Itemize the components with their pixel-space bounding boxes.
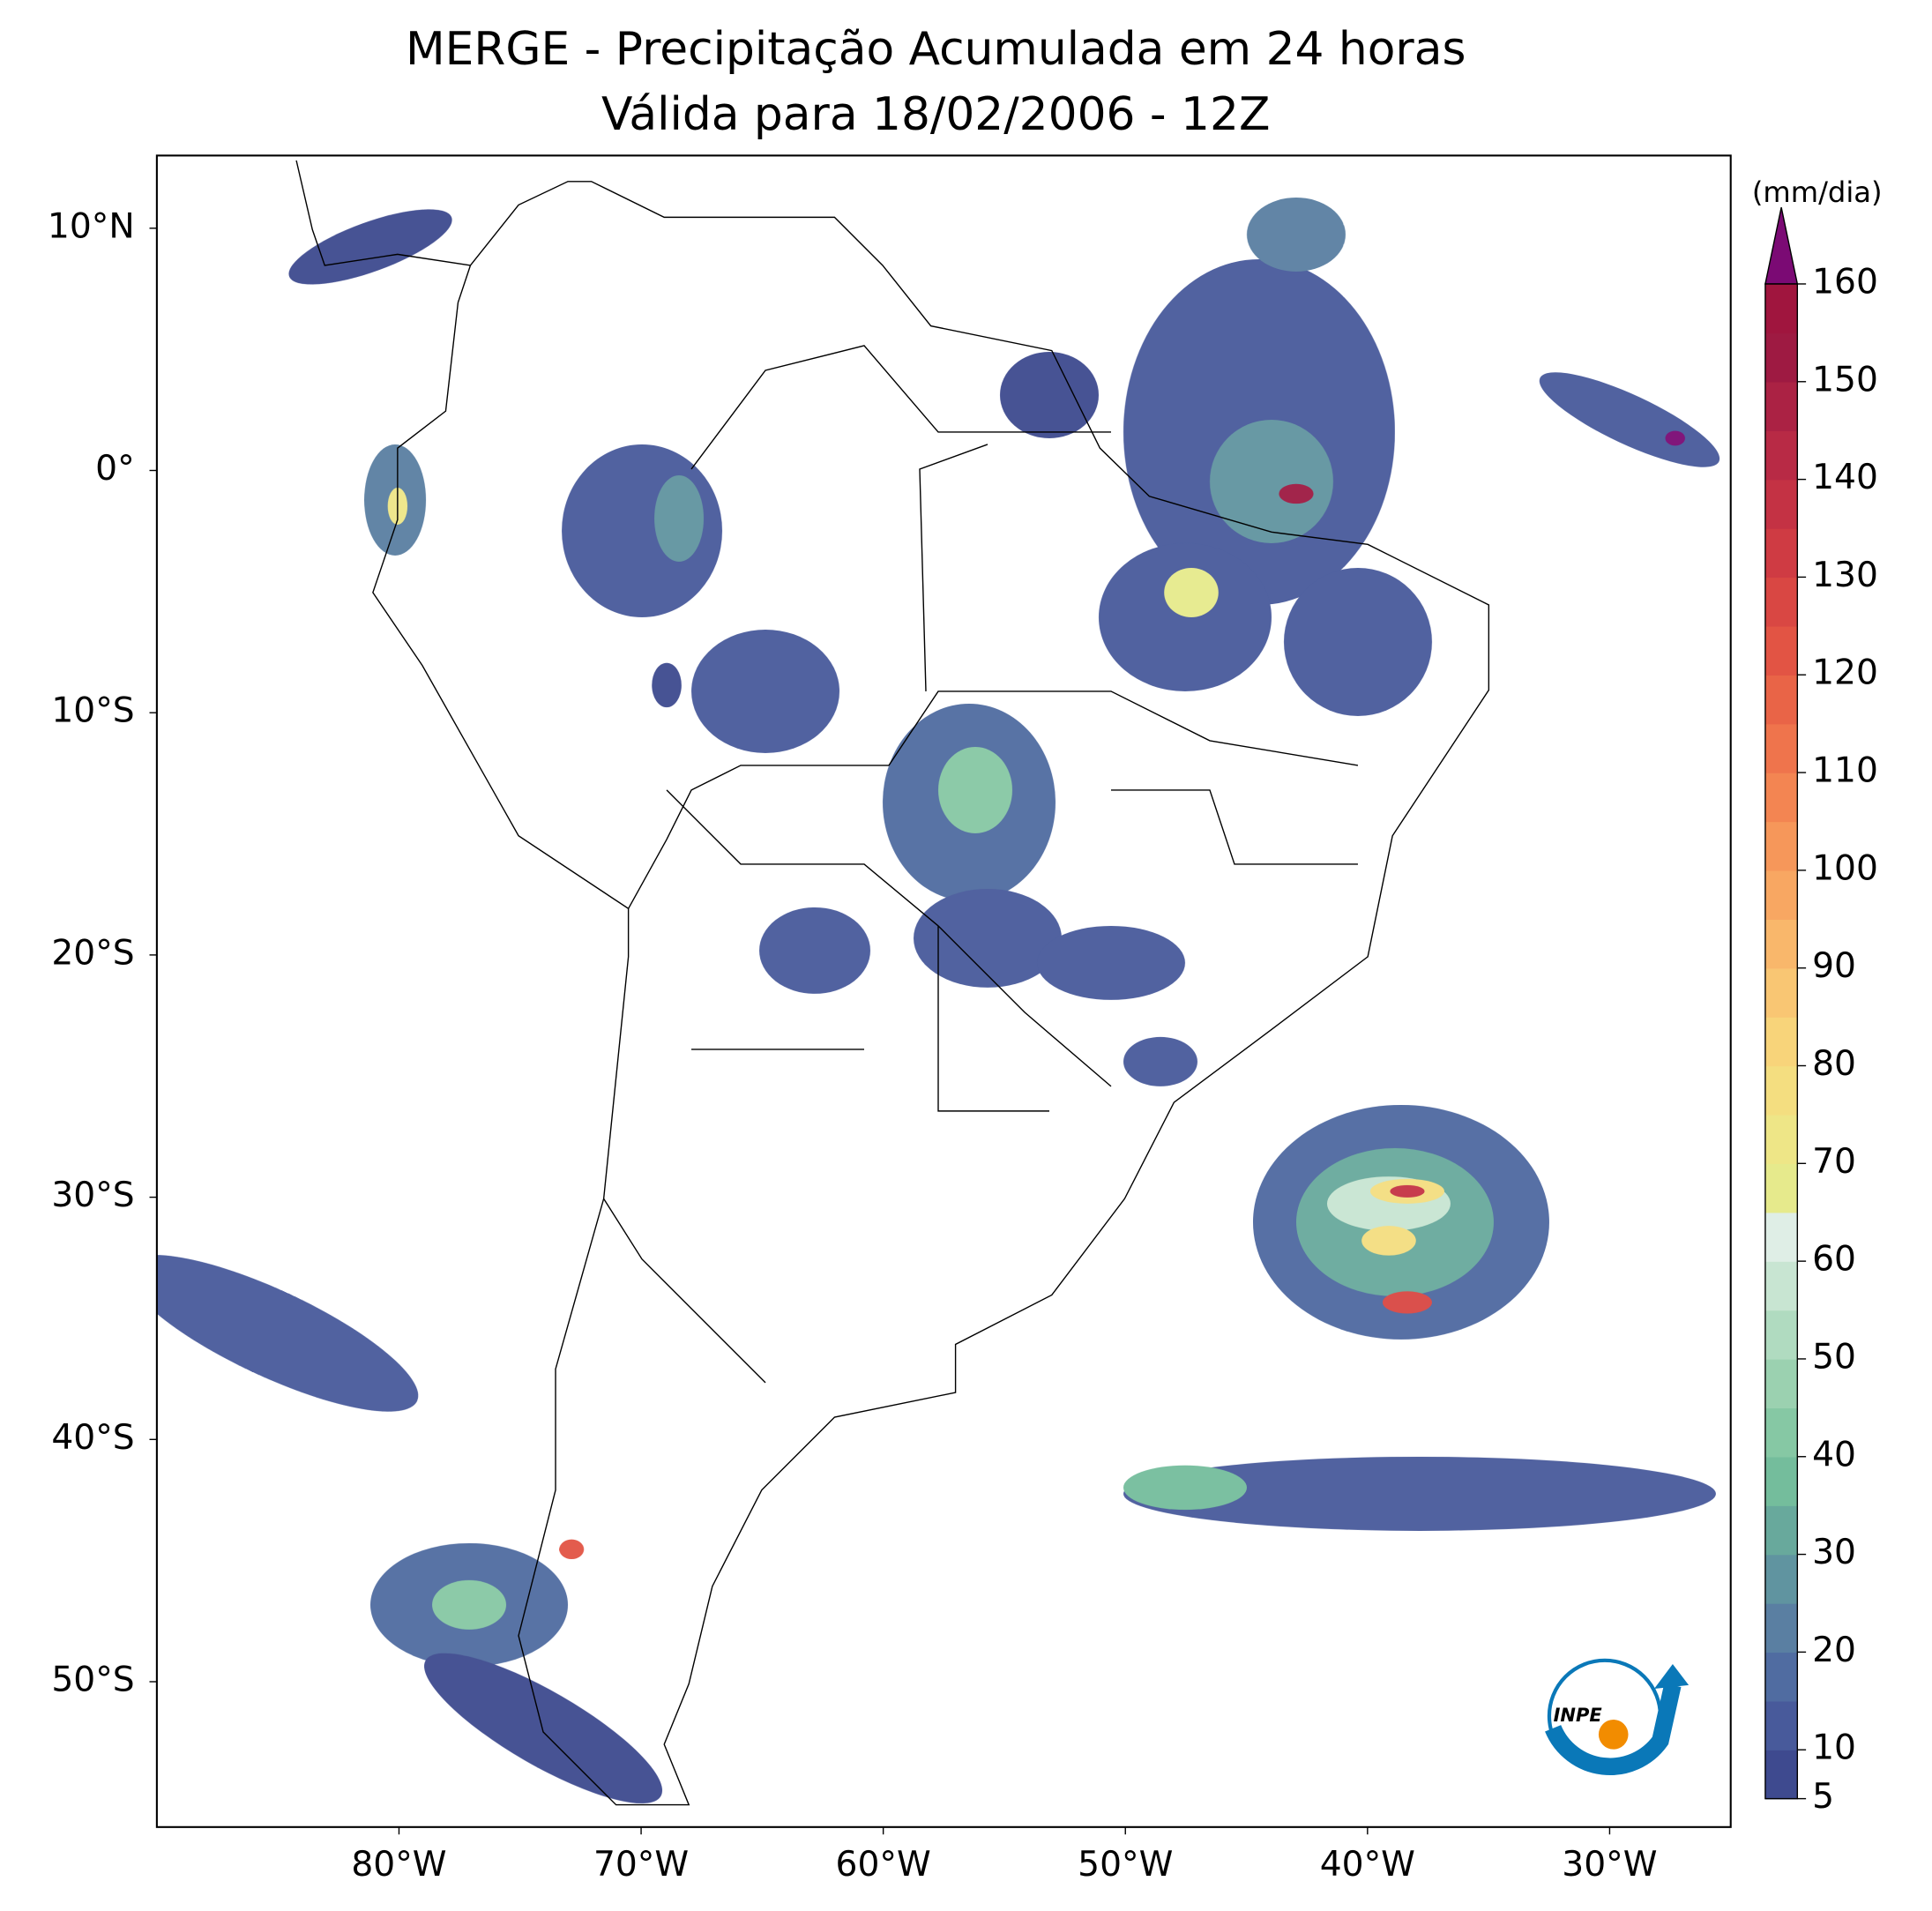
colorbar-band — [1764, 528, 1798, 579]
logo-text: INPE — [1554, 1705, 1603, 1726]
colorbar-band — [1764, 821, 1798, 871]
colorbar-band — [1764, 283, 1798, 334]
colorbar-frame — [1764, 283, 1799, 1800]
colorbar-tick-label: 10 — [1812, 1728, 1856, 1768]
colorbar-tick-label: 130 — [1812, 556, 1878, 595]
colorbar-tick-label: 140 — [1812, 458, 1878, 497]
colorbar-tick-label: 90 — [1812, 946, 1856, 986]
colorbar-band — [1764, 625, 1798, 676]
colorbar-tick-label: 70 — [1812, 1142, 1856, 1182]
colorbar-band — [1764, 1700, 1798, 1751]
y-tick-label: 0° — [95, 449, 135, 489]
colorbar-tick-label: 60 — [1812, 1240, 1856, 1280]
colorbar-tick-label: 50 — [1812, 1337, 1856, 1377]
colorbar-band — [1764, 1017, 1798, 1067]
y-tick-label: 40°S — [51, 1418, 134, 1458]
colorbar-band — [1764, 479, 1798, 529]
colorbar-band — [1764, 1114, 1798, 1165]
colorbar-band — [1764, 332, 1798, 383]
colorbar-tick-label: 100 — [1812, 848, 1878, 888]
colorbar-band — [1764, 1505, 1798, 1556]
y-tick-label: 10°N — [48, 206, 135, 246]
colorbar-label: (mm/dia) — [1752, 175, 1883, 209]
colorbar-band — [1764, 1212, 1798, 1262]
colorbar-band — [1764, 919, 1798, 969]
y-tick-label: 50°S — [51, 1660, 134, 1699]
colorbar-band — [1764, 675, 1798, 725]
colorbar-band — [1764, 1407, 1798, 1458]
y-tick-label: 10°S — [51, 691, 134, 731]
x-tick-label: 50°W — [1078, 1845, 1173, 1885]
colorbar-tick-label: 110 — [1812, 751, 1878, 791]
colorbar-band — [1764, 773, 1798, 823]
colorbar-tick-label: 5 — [1812, 1777, 1834, 1817]
colorbar-band — [1764, 1261, 1798, 1311]
colorbar-tick-label: 80 — [1812, 1044, 1856, 1084]
subtitle: Válida para 18/02/2006 - 12Z — [601, 88, 1270, 141]
colorbar-tick-label: 20 — [1812, 1631, 1856, 1670]
colorbar-band — [1764, 967, 1798, 1018]
colorbar-band — [1764, 1652, 1798, 1702]
y-tick-label: 30°S — [51, 1176, 134, 1215]
colorbar-band — [1764, 381, 1798, 431]
map-frame — [155, 154, 1732, 1828]
x-tick-label: 60°W — [836, 1845, 931, 1885]
colorbar-band — [1764, 723, 1798, 773]
x-tick-label: 40°W — [1320, 1845, 1415, 1885]
colorbar-band — [1764, 1750, 1798, 1800]
colorbar-band — [1764, 1163, 1798, 1213]
inpe-logo: INPE — [1545, 1658, 1690, 1776]
colorbar-tick-label: 30 — [1812, 1533, 1856, 1572]
y-tick-label: 20°S — [51, 933, 134, 973]
colorbar-band — [1764, 577, 1798, 627]
colorbar-band — [1764, 430, 1798, 481]
colorbar-band — [1764, 1310, 1798, 1360]
colorbar-band — [1764, 870, 1798, 920]
colorbar-band — [1764, 1554, 1798, 1604]
colorbar-band — [1764, 1602, 1798, 1653]
colorbar-extend — [1764, 207, 1799, 285]
x-tick-label: 80°W — [351, 1845, 446, 1885]
title: MERGE - Precipitação Acumulada em 24 hor… — [406, 23, 1466, 76]
colorbar-band — [1764, 1065, 1798, 1116]
colorbar-tick-label: 150 — [1812, 360, 1878, 399]
colorbar-band — [1764, 1358, 1798, 1409]
coastlines — [295, 160, 1490, 1806]
colorbar-tick-label: 160 — [1812, 262, 1878, 302]
colorbar-tick-label: 120 — [1812, 653, 1878, 693]
x-tick-label: 70°W — [593, 1845, 689, 1885]
colorbar-band — [1764, 1456, 1798, 1506]
colorbar-tick-label: 40 — [1812, 1435, 1856, 1474]
x-tick-label: 30°W — [1562, 1845, 1657, 1885]
precipitation-field — [156, 197, 1720, 1803]
